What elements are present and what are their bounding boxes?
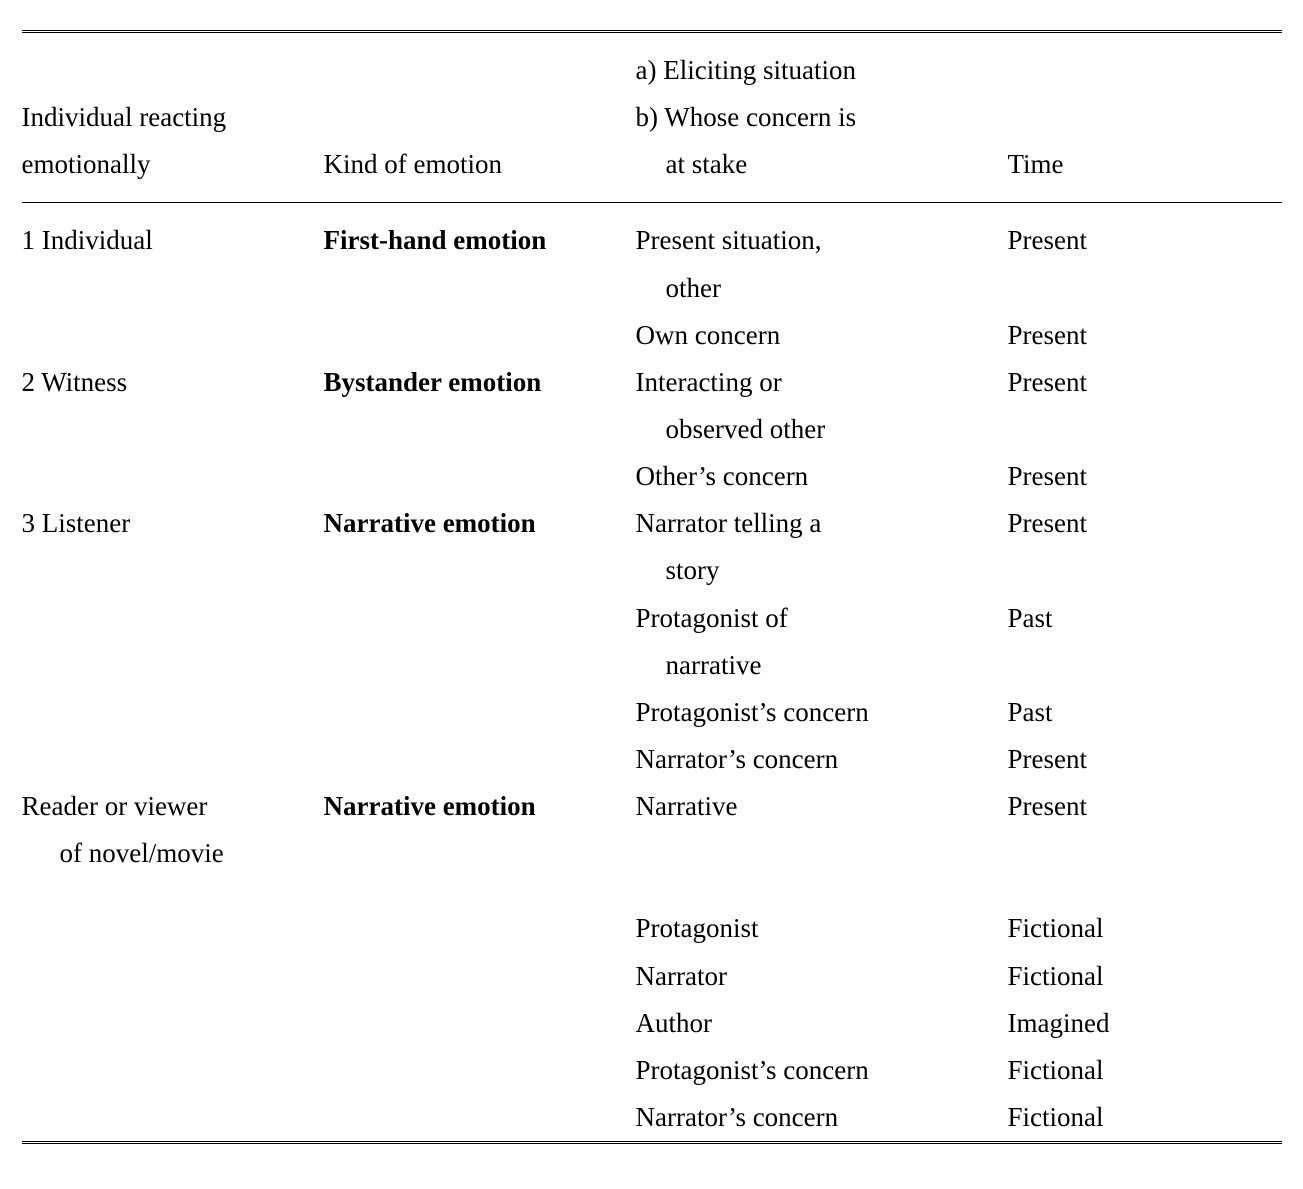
table-row: Narrator’s concernFictional — [22, 1094, 1282, 1143]
col-time: Present — [1008, 217, 1282, 264]
col-individual: 1 Individual — [22, 217, 324, 264]
col-time: Present — [1008, 359, 1282, 406]
col-individual — [22, 736, 324, 783]
col-individual — [22, 905, 324, 952]
col-kind — [324, 312, 636, 359]
header-col2: Kind of emotion — [324, 141, 636, 188]
col-individual — [22, 1000, 324, 1047]
header-col1: Individual reacting — [22, 94, 324, 141]
col-situation: Narrative — [636, 783, 1008, 830]
table: a) Eliciting situation Individual reacti… — [22, 30, 1282, 1144]
header-col1 — [22, 47, 324, 94]
table-row-cont: story — [22, 547, 1282, 594]
col-situation: Protagonist — [636, 905, 1008, 952]
table-row: Reader or viewerNarrative emotionNarrati… — [22, 783, 1282, 830]
col-kind — [324, 736, 636, 783]
col-individual — [22, 689, 324, 736]
col-individual: Reader or viewer — [22, 783, 324, 830]
col-time: Past — [1008, 689, 1282, 736]
col-individual — [22, 1047, 324, 1094]
col-time: Fictional — [1008, 1094, 1282, 1143]
col-time: Fictional — [1008, 1047, 1282, 1094]
col-individual — [22, 312, 324, 359]
table-row: AuthorImagined — [22, 1000, 1282, 1047]
col-situation: Protagonist of — [636, 595, 1008, 642]
table-row: NarratorFictional — [22, 953, 1282, 1000]
col-situation: Narrator — [636, 953, 1008, 1000]
col-time: Present — [1008, 736, 1282, 783]
col-kind — [324, 1094, 636, 1143]
col-kind: Bystander emotion — [324, 359, 636, 406]
emotion-types-table: a) Eliciting situation Individual reacti… — [22, 30, 1282, 1144]
col-kind — [324, 953, 636, 1000]
header-col3-line-a: a) Eliciting situation — [636, 51, 1002, 90]
col-individual — [22, 453, 324, 500]
col-situation: Protagonist’s concern — [636, 689, 1008, 736]
col-time: Fictional — [1008, 905, 1282, 952]
table-row: 1 IndividualFirst-hand emotionPresent si… — [22, 217, 1282, 264]
col-individual: 2 Witness — [22, 359, 324, 406]
table-row: Protagonist’s concernFictional — [22, 1047, 1282, 1094]
table-row: Narrator’s concernPresent — [22, 736, 1282, 783]
table-row: 2 WitnessBystander emotionInteracting or… — [22, 359, 1282, 406]
header-col4 — [1008, 47, 1282, 94]
table-row: ProtagonistFictional — [22, 905, 1282, 952]
col-time: Fictional — [1008, 953, 1282, 1000]
header-col1-line2: emotionally — [22, 141, 324, 188]
col-kind: First-hand emotion — [324, 217, 636, 264]
header-col3-line-b2: at stake — [636, 145, 1002, 184]
table-row: 3 ListenerNarrative emotionNarrator tell… — [22, 500, 1282, 547]
col-situation: Author — [636, 1000, 1008, 1047]
col-situation: Present situation, — [636, 217, 1008, 264]
col-time: Past — [1008, 595, 1282, 642]
col-kind — [324, 595, 636, 642]
col-situation: Narrator telling a — [636, 500, 1008, 547]
table-row-cont: observed other — [22, 406, 1282, 453]
col-kind — [324, 689, 636, 736]
table-header-row: Individual reacting b) Whose concern is — [22, 94, 1282, 141]
table-row: Protagonist’s concernPast — [22, 689, 1282, 736]
col-kind — [324, 1047, 636, 1094]
table-row-cont: narrative — [22, 642, 1282, 689]
col-situation: Narrator’s concern — [636, 736, 1008, 783]
col-time: Present — [1008, 783, 1282, 830]
header-col2 — [324, 47, 636, 94]
col-situation: Interacting or — [636, 359, 1008, 406]
header-col3-line-b1: b) Whose concern is — [636, 98, 1002, 137]
col-situation: Protagonist’s concern — [636, 1047, 1008, 1094]
table-row-cont: other — [22, 265, 1282, 312]
header-col3: a) Eliciting situation — [636, 47, 1008, 94]
col-time: Present — [1008, 453, 1282, 500]
table-header-row: emotionally Kind of emotion at stake Tim… — [22, 141, 1282, 188]
table-row: Own concernPresent — [22, 312, 1282, 359]
col-individual — [22, 1094, 324, 1143]
col-individual: 3 Listener — [22, 500, 324, 547]
col-time: Imagined — [1008, 1000, 1282, 1047]
table-row: Protagonist ofPast — [22, 595, 1282, 642]
col-situation: Narrator’s concern — [636, 1094, 1008, 1143]
col-kind — [324, 1000, 636, 1047]
col-time: Present — [1008, 312, 1282, 359]
col-kind: Narrative emotion — [324, 783, 636, 830]
col-time: Present — [1008, 500, 1282, 547]
col-individual — [22, 595, 324, 642]
table-row: Other’s concernPresent — [22, 453, 1282, 500]
col-individual — [22, 953, 324, 1000]
col-situation: Own concern — [636, 312, 1008, 359]
col-kind — [324, 905, 636, 952]
table-header-row: a) Eliciting situation — [22, 47, 1282, 94]
col-kind — [324, 453, 636, 500]
header-col4: Time — [1008, 141, 1282, 188]
col-kind: Narrative emotion — [324, 500, 636, 547]
col-situation: Other’s concern — [636, 453, 1008, 500]
table-row-cont: of novel/movie — [22, 830, 1282, 877]
